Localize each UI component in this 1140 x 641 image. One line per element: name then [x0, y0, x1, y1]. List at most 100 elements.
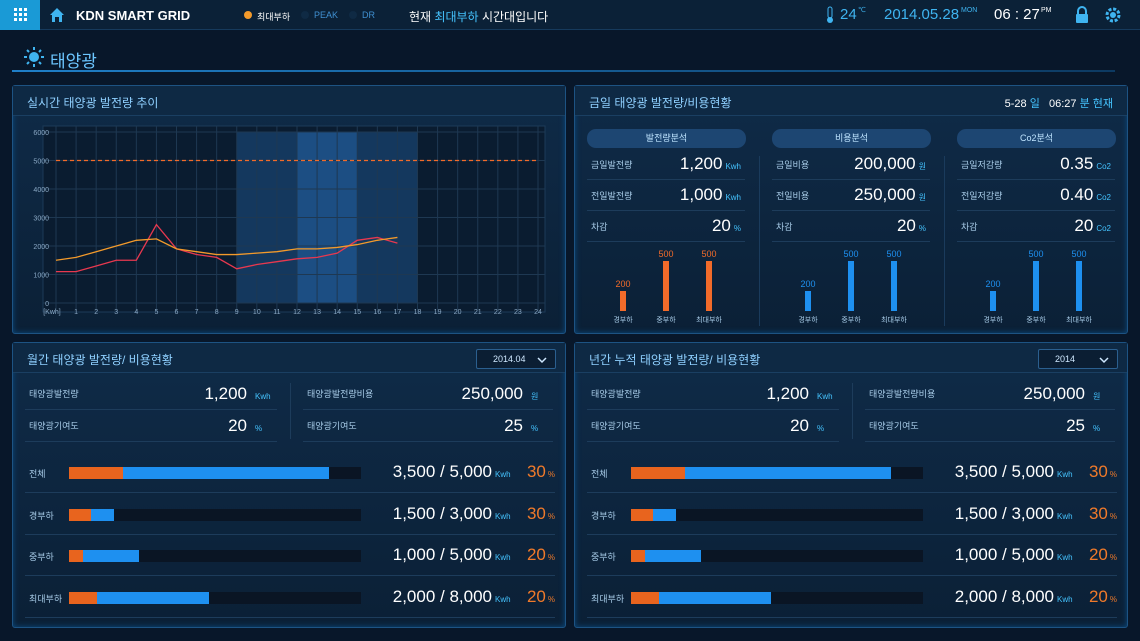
amount-value: 1,500 / 3,000 [392, 503, 492, 523]
stat-label: 전일비용 [776, 190, 810, 201]
category-label: 경부하 [798, 315, 818, 324]
group-title: Co2분석 [957, 129, 1116, 148]
x-tick-label: 17 [394, 309, 402, 316]
stat-value: 1,200 [766, 383, 809, 403]
series-line [55, 236, 398, 261]
settings-icon[interactable] [1104, 6, 1122, 24]
bar [620, 291, 626, 311]
chevron-icon [1099, 357, 1109, 364]
stats-divider [852, 383, 853, 439]
date: 5-28 [1004, 98, 1027, 110]
percent-value: 30 [1088, 503, 1108, 523]
stat-row: 금일저감량 0.35 Co2 [957, 149, 1115, 180]
period-select[interactable]: 2014 [1038, 349, 1118, 369]
panel-title: 실시간 태양광 발전량 추이 [13, 86, 565, 116]
stat-label: 태양광기여도 [869, 421, 919, 431]
thermometer-icon [827, 6, 833, 23]
stat-unit: % [918, 224, 926, 233]
progress-row: 최대부하 2,000 / 8,000 Kwh 20% [587, 577, 1117, 618]
bar [990, 291, 996, 311]
stat-value-group: 1,200 Kwh [193, 384, 273, 404]
weekday: MON [961, 7, 978, 14]
stat-value: 20 [711, 216, 731, 235]
stat-row: 금일발전량 1,200 Kwh [587, 149, 745, 180]
group-divider [759, 156, 760, 326]
legend-label: PEAK [314, 10, 339, 20]
monthly-panel: 월간 태양광 발전량/ 비용현황 2014.04 태양광발전량 1,200 Kwh 태양광… [12, 342, 566, 628]
amount-value: 1,000 / 5,000 [954, 545, 1054, 564]
progress-segment-low [631, 591, 660, 604]
amount-value: 2,000 / 8,000 [392, 586, 492, 606]
stat-value: 20 [1074, 216, 1094, 235]
x-tick-label: 2 [94, 309, 98, 316]
progress-segment-low [69, 550, 84, 562]
stat-label: 차감 [591, 221, 608, 232]
home-icon[interactable] [48, 6, 66, 24]
progress-track [69, 591, 361, 604]
percent-value: 20 [1088, 586, 1108, 606]
stat-row: 차감 20% [772, 211, 930, 242]
legend-label: DR [362, 10, 375, 20]
stat-row: 태양광발전량비용 250,000 원 [303, 378, 553, 410]
progress-segment-high [659, 591, 772, 604]
stat-value-group: 1,200 Kwh [755, 384, 835, 404]
stat-row: 차감 20 Co2 [957, 211, 1115, 242]
group-title: 비용분석 [772, 129, 931, 148]
stat-value-group: 0.40 Co2 [1060, 185, 1111, 205]
stat-label: 태양광발전량비용 [869, 389, 936, 399]
progress-percent: 30% [1077, 504, 1117, 524]
category-label: 경부하 [983, 315, 1003, 324]
progress-segment-low [631, 508, 653, 521]
bar-chart: 200 경부하 500 중부하 500 최대부하 [798, 249, 907, 324]
progress-amount: 2,000 / 8,000 Kwh [365, 587, 515, 607]
category-label: 중부하 [841, 315, 861, 324]
bar [805, 291, 811, 311]
stat-value: 0.40 [1060, 185, 1094, 204]
percent-unit: % [1109, 594, 1117, 604]
category-label: 경부하 [613, 315, 633, 324]
x-tick-label: 6 [175, 309, 179, 316]
menu-button[interactable] [0, 0, 40, 30]
section-underline [12, 70, 1115, 72]
panel-title: 금일 태양광 발전량/비용현황 [575, 86, 1127, 116]
period-select[interactable]: 2014.04 [476, 349, 556, 369]
progress-amount: 3,500 / 5,000 Kwh [927, 462, 1077, 482]
stat-row: 차감 20% [587, 211, 745, 242]
progress-row: 중부하 1,000 / 5,000 Kwh 20% [587, 535, 1117, 576]
stat-value-group: 0.35 Co2 [1060, 154, 1111, 174]
progress-label: 최대부하 [591, 593, 625, 604]
percent-value: 30 [526, 462, 546, 481]
yearly-panel: 년간 누적 태양광 발전량/ 비용현황 2014 태양광발전량 1,200 Kwh 태양광… [574, 342, 1128, 628]
stat-row: 태양광발전량비용 250,000 원 [865, 378, 1115, 410]
stat-row: 금일비용 200,000 원 [772, 149, 930, 180]
bar-value-label: 500 [1028, 249, 1043, 259]
time: 06:27 [1048, 98, 1077, 110]
bar-value-label: 200 [800, 279, 815, 289]
percent-value: 20 [526, 586, 546, 606]
percent-unit: % [1109, 553, 1117, 562]
amount-unit: Kwh [1057, 511, 1073, 521]
section-title: 태양광 [50, 52, 97, 71]
stat-label: 태양광발전량 [591, 389, 641, 399]
x-tick-label: 21 [474, 309, 482, 316]
y-tick-label: 0 [45, 301, 49, 308]
x-tick-label: 9 [235, 309, 239, 316]
progress-segment-low [631, 550, 646, 562]
chevron-icon [537, 357, 547, 364]
stat-value-group: 1,200 Kwh [680, 154, 741, 174]
progress-amount: 3,500 / 5,000 Kwh [365, 462, 515, 482]
stat-unit: % [531, 423, 539, 433]
stat-row: 태양광기여도 20% [25, 410, 277, 442]
x-tick-label: 18 [414, 309, 422, 316]
status-highlight: 최대부하 [434, 10, 479, 24]
x-tick-label: 15 [353, 309, 361, 316]
progress-row: 전체 3,500 / 5,000 Kwh 30% [587, 452, 1117, 493]
lock-icon[interactable] [1074, 6, 1090, 24]
stat-label: 금일비용 [776, 159, 810, 170]
category-label: 최대부하 [696, 315, 722, 324]
percent-value: 20 [1088, 545, 1108, 564]
progress-row: 최대부하 2,000 / 8,000 Kwh 20% [25, 577, 555, 618]
progress-track [631, 508, 923, 521]
stat-value-group: 250,000 원 [1024, 384, 1111, 404]
status-prefix: 현재 [409, 10, 432, 24]
